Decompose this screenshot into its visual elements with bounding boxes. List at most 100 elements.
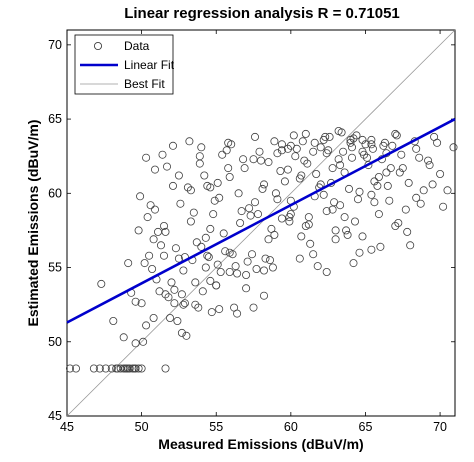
data-point <box>164 293 173 302</box>
data-point <box>322 149 331 158</box>
data-point <box>261 254 270 263</box>
data-point <box>194 303 203 312</box>
x-tick-label: 55 <box>209 420 223 434</box>
data-point <box>177 328 186 337</box>
data-point <box>179 266 188 275</box>
legend-linear-fit-label: Linear Fit <box>124 58 175 72</box>
data-point <box>373 181 382 190</box>
data-point <box>406 241 415 250</box>
data-point <box>334 127 343 136</box>
data-point <box>355 187 364 196</box>
data-point <box>225 267 234 276</box>
data-point <box>183 183 192 192</box>
data-point <box>207 308 216 317</box>
data-point <box>374 172 383 181</box>
linear-fit-line <box>66 117 456 324</box>
data-point <box>174 171 183 180</box>
data-point <box>358 232 367 241</box>
data-point <box>142 321 151 330</box>
data-point <box>403 227 412 236</box>
data-point <box>168 141 177 150</box>
data-point <box>367 190 376 199</box>
data-point <box>213 178 222 187</box>
data-point <box>255 147 264 156</box>
data-point <box>370 177 379 186</box>
data-point <box>134 364 143 373</box>
x-tick-label: 45 <box>60 420 74 434</box>
data-point <box>201 233 210 242</box>
data-point <box>328 205 337 214</box>
data-point <box>124 364 133 373</box>
data-point <box>130 364 139 373</box>
data-point <box>334 155 343 164</box>
data-point <box>161 364 170 373</box>
data-point <box>322 267 331 276</box>
data-point <box>224 164 233 173</box>
data-point <box>250 198 259 207</box>
data-point <box>137 299 146 308</box>
data-point <box>174 254 183 263</box>
data-point <box>443 186 452 195</box>
data-point <box>216 267 225 276</box>
data-point <box>276 166 285 175</box>
data-point <box>283 144 292 153</box>
data-point <box>253 210 262 219</box>
data-point <box>201 263 210 272</box>
data-point <box>313 262 322 271</box>
data-point <box>180 299 189 308</box>
data-point <box>145 251 154 260</box>
y-tick-label: 45 <box>48 409 62 423</box>
data-point <box>268 263 277 272</box>
data-point <box>265 256 274 265</box>
data-point <box>173 316 182 325</box>
data-point <box>312 169 321 178</box>
x-tick-labels: 45 50 55 60 65 70 <box>60 420 447 434</box>
data-point <box>304 213 313 222</box>
data-point <box>215 305 224 314</box>
data-point <box>168 181 177 190</box>
data-point <box>249 155 258 164</box>
data-point <box>222 146 231 155</box>
data-point <box>367 140 376 149</box>
data-point <box>206 183 215 192</box>
data-point <box>433 138 442 147</box>
data-point <box>347 153 356 162</box>
data-point <box>336 201 345 210</box>
data-point <box>213 260 222 269</box>
data-point <box>243 257 252 266</box>
data-point <box>167 278 176 287</box>
data-point <box>119 333 128 342</box>
data-point <box>350 217 359 226</box>
data-point <box>319 190 328 199</box>
data-point <box>221 247 230 256</box>
data-point <box>258 184 267 193</box>
data-point <box>209 210 218 219</box>
data-point <box>273 195 282 204</box>
data-point <box>121 364 130 373</box>
data-point <box>319 135 328 144</box>
data-point <box>161 290 170 299</box>
data-point <box>346 138 355 147</box>
y-axis-label: Estimated Emissions (dBuV/m) <box>25 120 41 327</box>
y-tick-label: 55 <box>48 261 62 275</box>
data-point <box>204 253 213 262</box>
data-point <box>358 135 367 144</box>
data-point <box>185 137 194 146</box>
data-point <box>349 259 358 268</box>
data-point <box>143 213 152 222</box>
data-point <box>277 140 286 149</box>
data-point <box>355 248 364 257</box>
data-point <box>148 264 157 273</box>
data-point <box>340 213 349 222</box>
data-point <box>392 131 401 140</box>
y-tick-label: 60 <box>48 186 62 200</box>
data-point <box>259 266 268 275</box>
data-point <box>206 224 215 233</box>
data-point <box>398 164 407 173</box>
data-point <box>225 172 234 181</box>
data-point <box>224 138 233 147</box>
linear-fit-line-group <box>66 117 456 324</box>
data-point <box>297 232 306 241</box>
data-point <box>186 186 195 195</box>
data-point <box>140 259 149 268</box>
